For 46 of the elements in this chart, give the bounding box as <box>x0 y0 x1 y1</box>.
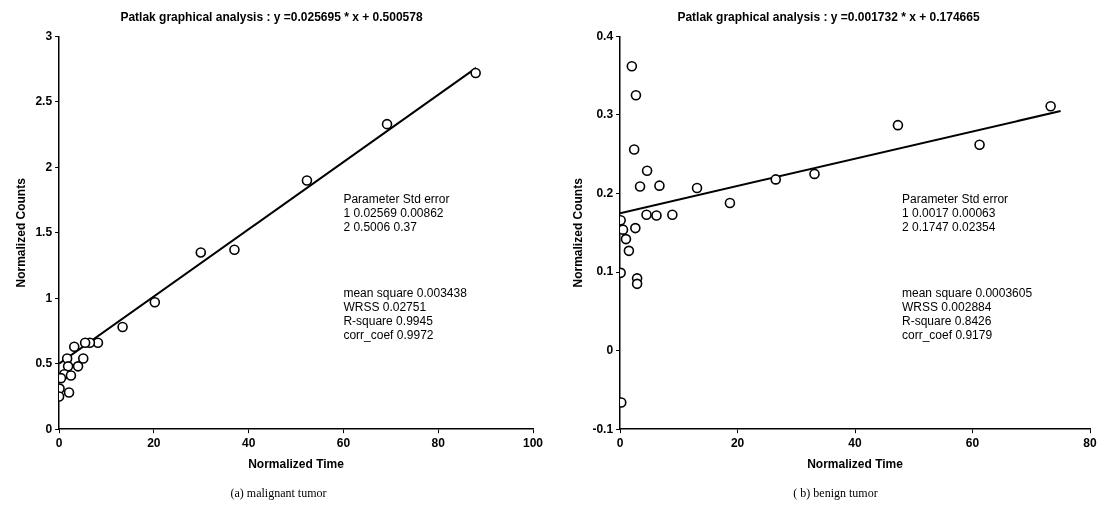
annotation: 2 0.5006 0.37 <box>343 219 418 234</box>
x-tick-label: 80 <box>431 435 446 450</box>
y-tick-label: 0.1 <box>596 264 614 279</box>
y-tick-label: -0.1 <box>592 421 614 436</box>
x-tick-label: 0 <box>55 435 63 450</box>
annotation: corr_coef 0.9179 <box>902 328 993 343</box>
chart-title: Patlak graphical analysis : y =0.025695 * x + 0.500578 <box>120 9 423 24</box>
annotation: Parameter Std error <box>902 191 1009 206</box>
annotation: R-square 0.9945 <box>343 314 434 329</box>
x-tick-label: 60 <box>336 435 351 450</box>
y-tick-label: 1 <box>45 290 53 305</box>
x-axis-title: Normalized Time <box>807 457 904 472</box>
y-tick-label: 0.3 <box>596 107 614 122</box>
y-axis-title: Normalized Counts <box>13 177 28 288</box>
y-tick-label: 3 <box>45 28 53 43</box>
x-tick-label: 80 <box>1083 435 1097 450</box>
annotation: 2 0.1747 0.02354 <box>902 219 996 234</box>
x-tick-label: 40 <box>241 435 256 450</box>
annotation: 1 0.02569 0.00862 <box>343 205 444 220</box>
annotation: R-square 0.8426 <box>902 314 992 329</box>
annotation: WRSS 0.02751 <box>343 300 427 315</box>
annotation: 1 0.0017 0.00063 <box>902 205 996 220</box>
x-axis-title: Normalized Time <box>248 457 345 472</box>
y-tick-label: 0 <box>606 342 614 357</box>
annotation: Parameter Std error <box>343 191 450 206</box>
y-tick-label: 1.5 <box>35 225 53 240</box>
y-tick-label: 0.5 <box>35 356 53 371</box>
y-axis-title: Normalized Counts <box>570 177 585 288</box>
annotation: mean square 0.0003605 <box>902 286 1033 301</box>
annotation: mean square 0.003438 <box>343 286 468 301</box>
x-tick-label: 20 <box>147 435 161 450</box>
y-tick-label: 2 <box>45 159 53 174</box>
text: ( b) benign tumor <box>792 486 879 501</box>
annotation: corr_coef 0.9972 <box>343 328 434 343</box>
y-tick-label: 0 <box>45 421 53 436</box>
y-tick-label: 0.4 <box>596 28 614 43</box>
x-tick-label: 20 <box>730 435 745 450</box>
chart-title: Patlak graphical analysis : y =0.001732 * x + 0.174665 <box>677 9 980 24</box>
x-tick-label: 40 <box>848 435 863 450</box>
y-tick-label: 0.2 <box>596 185 614 200</box>
text: (a) malignant tumor <box>229 486 328 501</box>
y-tick-label: 2.5 <box>35 94 53 109</box>
x-tick-label: 100 <box>522 435 544 450</box>
x-tick-label: 0 <box>616 435 624 450</box>
annotation: WRSS 0.002884 <box>902 300 992 315</box>
x-tick-label: 60 <box>965 435 980 450</box>
